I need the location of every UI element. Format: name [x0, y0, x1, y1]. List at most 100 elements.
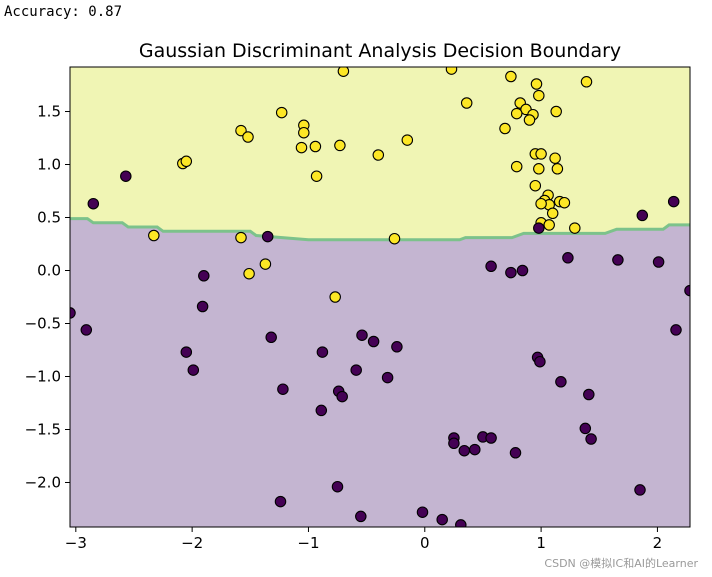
point-class-0	[579, 422, 592, 435]
watermark-text: CSDN @模拟IC和AI的Learner	[544, 557, 698, 570]
point-class-1	[295, 141, 308, 154]
point-class-0	[469, 443, 481, 456]
x-tick-label: −2	[181, 534, 203, 552]
x-axis: −3 −2 −1 0 1 2	[65, 527, 662, 552]
point-class-1	[337, 67, 350, 77]
point-class-0	[261, 230, 274, 243]
point-class-1	[148, 229, 160, 242]
region-class-0	[70, 218, 690, 527]
point-class-1	[242, 131, 254, 143]
point-class-0	[562, 252, 574, 264]
decision-boundary-line	[70, 217, 690, 242]
point-class-1	[533, 89, 545, 102]
point-class-1	[298, 126, 310, 139]
point-class-1	[529, 179, 542, 192]
axes-frame	[69, 66, 691, 528]
point-class-1	[275, 106, 288, 119]
point-class-0	[509, 447, 522, 459]
point-class-0	[458, 444, 471, 457]
point-class-1	[243, 267, 255, 280]
point-class-0	[636, 209, 649, 222]
point-class-0	[367, 335, 380, 348]
point-class-0	[180, 346, 193, 358]
point-class-0	[505, 266, 517, 279]
point-class-1	[550, 105, 562, 118]
point-class-0	[350, 364, 362, 376]
x-tick-label: 1	[536, 534, 546, 552]
point-class-1	[551, 163, 564, 175]
y-tick-label: 1.0	[37, 156, 61, 174]
point-class-0	[416, 506, 429, 518]
point-class-1	[535, 148, 547, 160]
point-class-1	[499, 122, 511, 135]
point-class-0	[555, 376, 567, 388]
point-class-1	[460, 97, 473, 109]
y-tick-label: −0.5	[25, 314, 61, 332]
point-class-1	[558, 196, 571, 209]
point-class-0	[585, 433, 597, 445]
point-class-1	[329, 291, 341, 303]
point-class-0	[277, 383, 289, 395]
data-points	[70, 67, 690, 527]
y-axis: −2.0 −1.5 −1.0 −0.5 0.0 0.5 1.0 1.5	[25, 103, 70, 491]
point-class-0	[391, 341, 403, 353]
x-tick-label: 2	[653, 534, 663, 552]
point-class-0	[316, 346, 329, 358]
point-class-0	[652, 256, 665, 268]
point-class-1	[235, 124, 247, 137]
point-class-1	[523, 114, 536, 126]
point-class-1	[310, 170, 323, 182]
point-class-0	[196, 300, 209, 313]
point-class-1	[334, 139, 346, 152]
point-class-1	[235, 231, 247, 244]
point-class-0	[87, 197, 100, 210]
x-tick-label: −3	[65, 534, 87, 552]
point-class-0	[448, 437, 460, 450]
point-class-0	[381, 371, 394, 384]
point-class-0	[198, 270, 210, 282]
point-class-1	[180, 155, 193, 168]
point-class-1	[510, 160, 523, 173]
point-class-0	[485, 260, 497, 273]
y-tick-label: 0.5	[37, 209, 61, 227]
point-class-0	[634, 484, 646, 496]
y-tick-label: 1.5	[37, 103, 61, 121]
point-class-0	[265, 331, 277, 344]
point-class-0	[667, 195, 680, 208]
point-class-0	[187, 364, 200, 376]
point-class-0	[583, 388, 595, 401]
point-class-1	[549, 152, 561, 164]
point-class-0	[315, 404, 328, 417]
point-class-0	[274, 495, 287, 508]
point-class-0	[331, 480, 344, 493]
point-class-0	[455, 519, 467, 527]
y-tick-label: −1.5	[25, 420, 61, 438]
point-class-1	[533, 163, 545, 175]
point-class-0	[336, 390, 348, 403]
point-class-1	[505, 70, 517, 83]
point-class-1	[580, 76, 593, 88]
point-class-0	[356, 329, 368, 341]
point-class-1	[569, 222, 581, 234]
point-class-0	[534, 355, 546, 368]
point-class-1	[543, 219, 555, 231]
y-tick-label: −2.0	[25, 473, 61, 491]
chart-title: Gaussian Discriminant Analysis Decision …	[139, 40, 621, 62]
point-class-0	[516, 264, 529, 277]
decision-regions	[70, 67, 690, 527]
point-class-1	[546, 207, 559, 220]
point-class-1	[388, 232, 401, 245]
point-class-0	[670, 324, 682, 336]
point-class-0	[120, 170, 132, 182]
point-class-1	[401, 134, 414, 146]
x-tick-label: 0	[420, 534, 430, 552]
point-class-1	[535, 197, 547, 210]
point-class-0	[533, 222, 545, 234]
point-class-0	[436, 513, 448, 526]
point-class-1	[510, 107, 523, 120]
point-class-0	[485, 432, 497, 444]
point-class-1	[445, 67, 458, 75]
y-tick-label: 0.0	[37, 262, 61, 280]
point-class-1	[372, 149, 385, 161]
